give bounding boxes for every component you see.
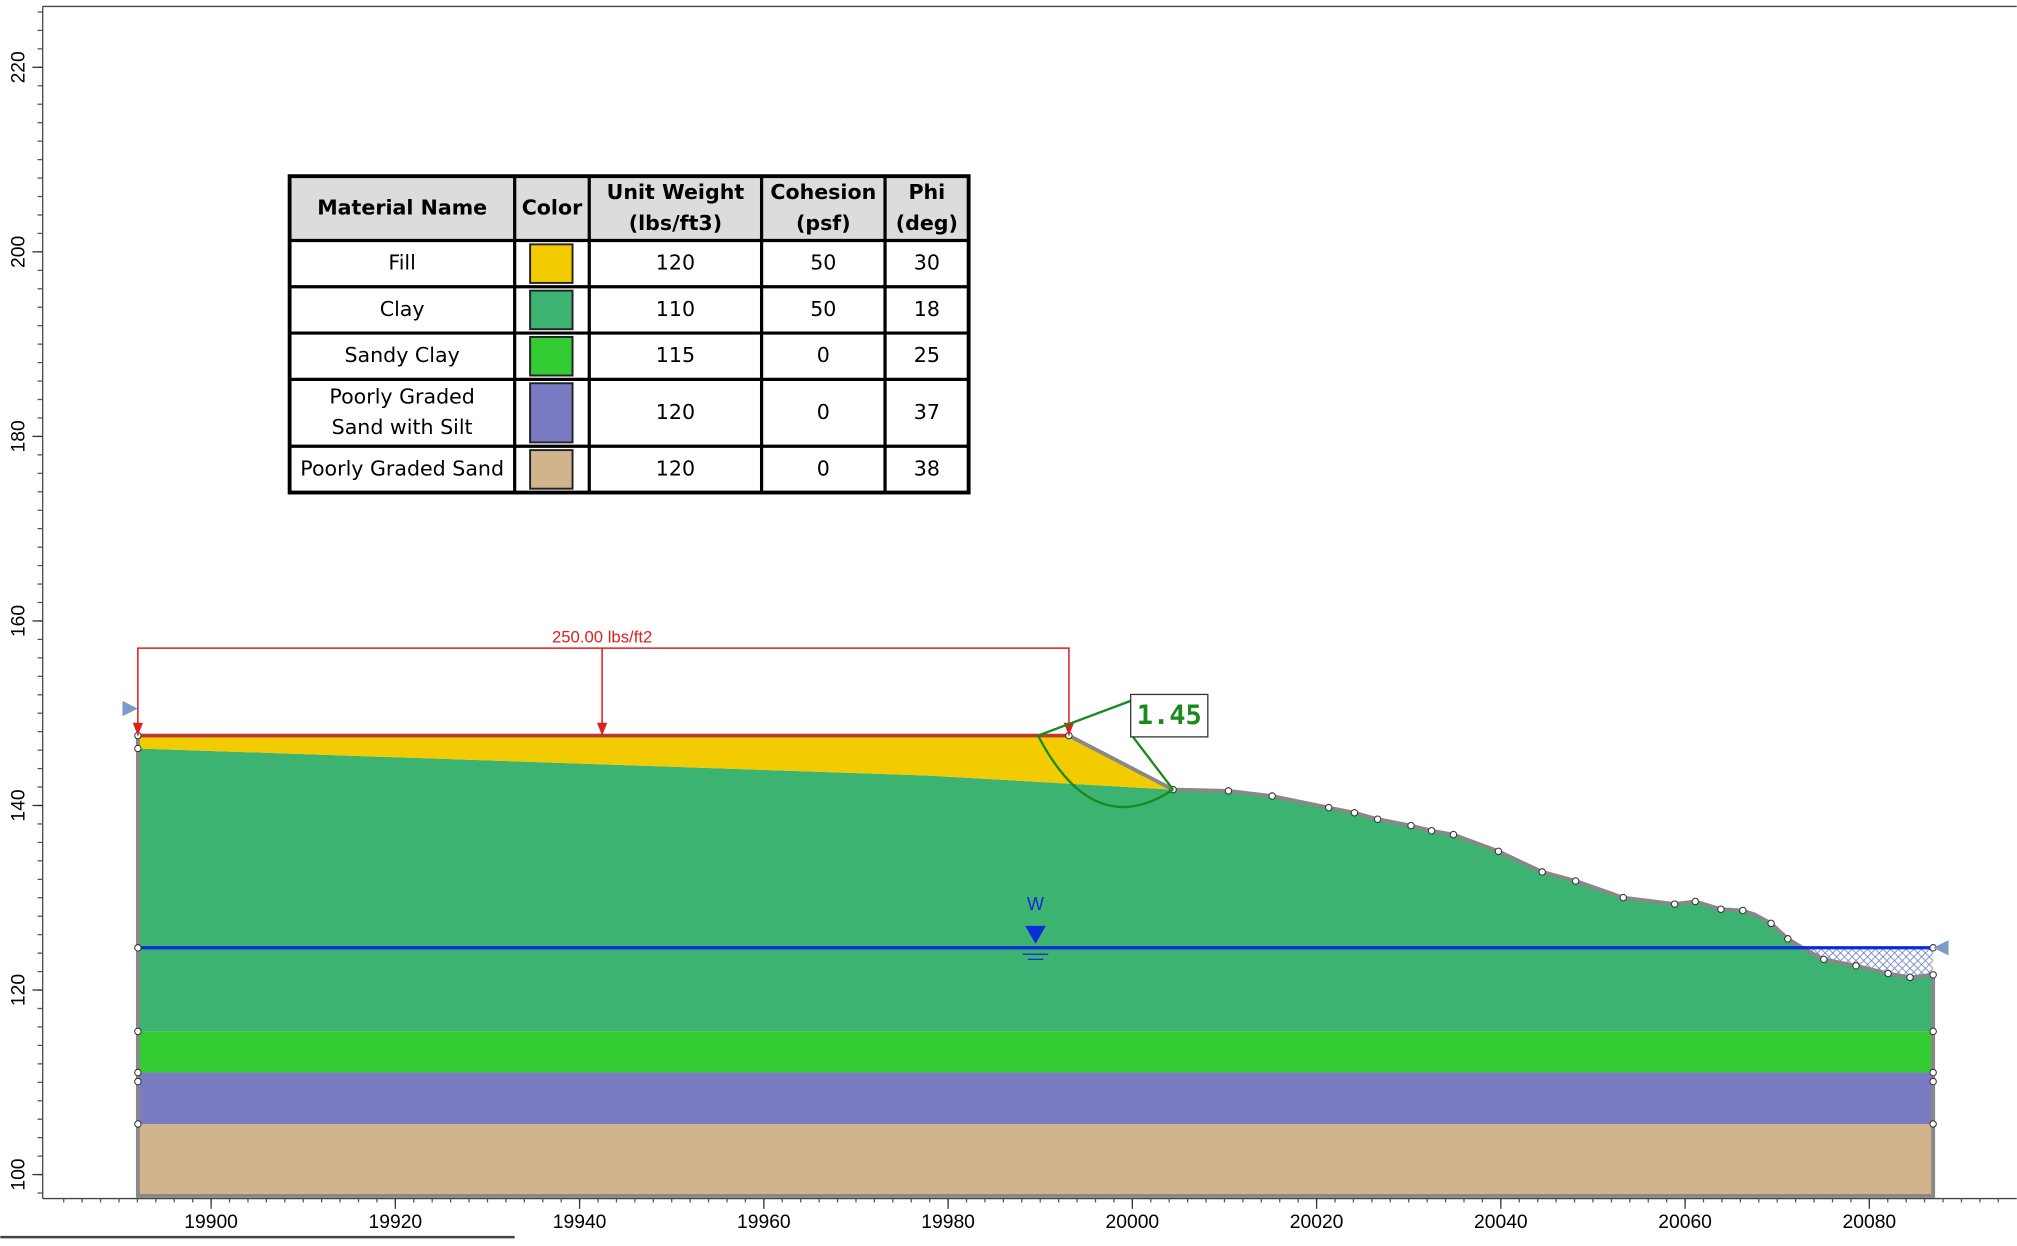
cell-text: Sand with Silt [332,415,473,439]
layer-fill [137,735,1174,790]
factor-of-safety: 1.45 [1137,700,1202,731]
distributed-load [137,647,1070,736]
water-symbol [1025,925,1046,944]
vertices [134,731,1937,1128]
cell-text: 120 [656,456,695,480]
layer-sandy-clay [137,1031,1934,1073]
cell-text: 115 [656,343,695,367]
x-tick-label: 20020 [1290,1212,1344,1233]
cell-text: Fill [388,251,415,275]
y-tick-label: 200 [9,236,30,268]
header-text: Cohesion [770,180,876,204]
header-text: (deg) [896,211,958,235]
cell-text: Clay [380,297,425,321]
cell-text: 30 [914,251,940,275]
material-table: Material Name Color Unit Weight (lbs/ft3) Co… [287,174,971,495]
header-text: (psf) [796,211,851,235]
cell-text: 18 [914,297,940,321]
layer-clay [137,748,1934,1032]
fs-leader [1037,699,1175,791]
x-tick-label: 20000 [1106,1212,1160,1233]
header-text: Phi [908,180,945,204]
x-tick-label: 20060 [1658,1212,1712,1233]
color-swatch [529,335,574,377]
cell-text: 0 [817,343,830,367]
cell-text: 37 [914,400,940,424]
y-tick-label: 140 [9,789,30,821]
header-text: Color [522,195,583,219]
cell-text: 120 [656,400,695,424]
cell-text: 25 [914,343,940,367]
load-label: 250.00 lbs/ft2 [552,627,652,646]
header-text: (lbs/ft3) [629,211,722,235]
color-swatch [529,289,574,331]
y-tick-label: 100 [9,1158,30,1190]
cell-text: 50 [810,297,836,321]
color-swatch [529,449,574,490]
x-tick-label: 19940 [553,1212,607,1233]
x-tick-label: 19900 [184,1212,238,1233]
cell-text: 0 [817,456,830,480]
slip-surface [1037,735,1174,809]
x-tick-label: 20040 [1474,1212,1528,1233]
cell-text: 38 [914,456,940,480]
cell-text: Sandy Clay [344,343,459,367]
table-header-bg [289,176,969,241]
limit-marker [122,700,138,717]
ticks: 19900 19920 19940 19960 19980 20000 20020 20040… [9,11,1999,1233]
cell-text: 0 [817,400,830,424]
cell-text: 110 [656,297,695,321]
cell-text: 120 [656,251,695,275]
ponded-water [1800,947,1934,978]
y-tick-label: 120 [9,974,30,1006]
cell-text: 50 [810,251,836,275]
fs-box [1130,693,1209,738]
cell-text: Poorly Graded [329,384,474,408]
color-swatch [529,243,574,284]
layer-sand-silt [137,1072,1934,1124]
y-tick-label: 180 [9,420,30,452]
cell-text: Poorly Graded Sand [300,456,504,480]
water-symbol-lines [1022,953,1049,961]
layer-sand [137,1123,1934,1196]
header-text: Material Name [317,195,487,219]
x-tick-label: 19920 [369,1212,423,1233]
x-tick-label: 19980 [921,1212,975,1233]
header-text: Unit Weight [607,180,745,204]
limit-marker [1933,940,1949,956]
y-tick-label: 220 [9,51,30,83]
water-label: W [1027,894,1044,914]
x-tick-label: 19960 [737,1212,791,1233]
y-tick-label: 160 [9,605,30,637]
x-tick-label: 20080 [1843,1212,1897,1233]
color-swatch [529,382,574,444]
